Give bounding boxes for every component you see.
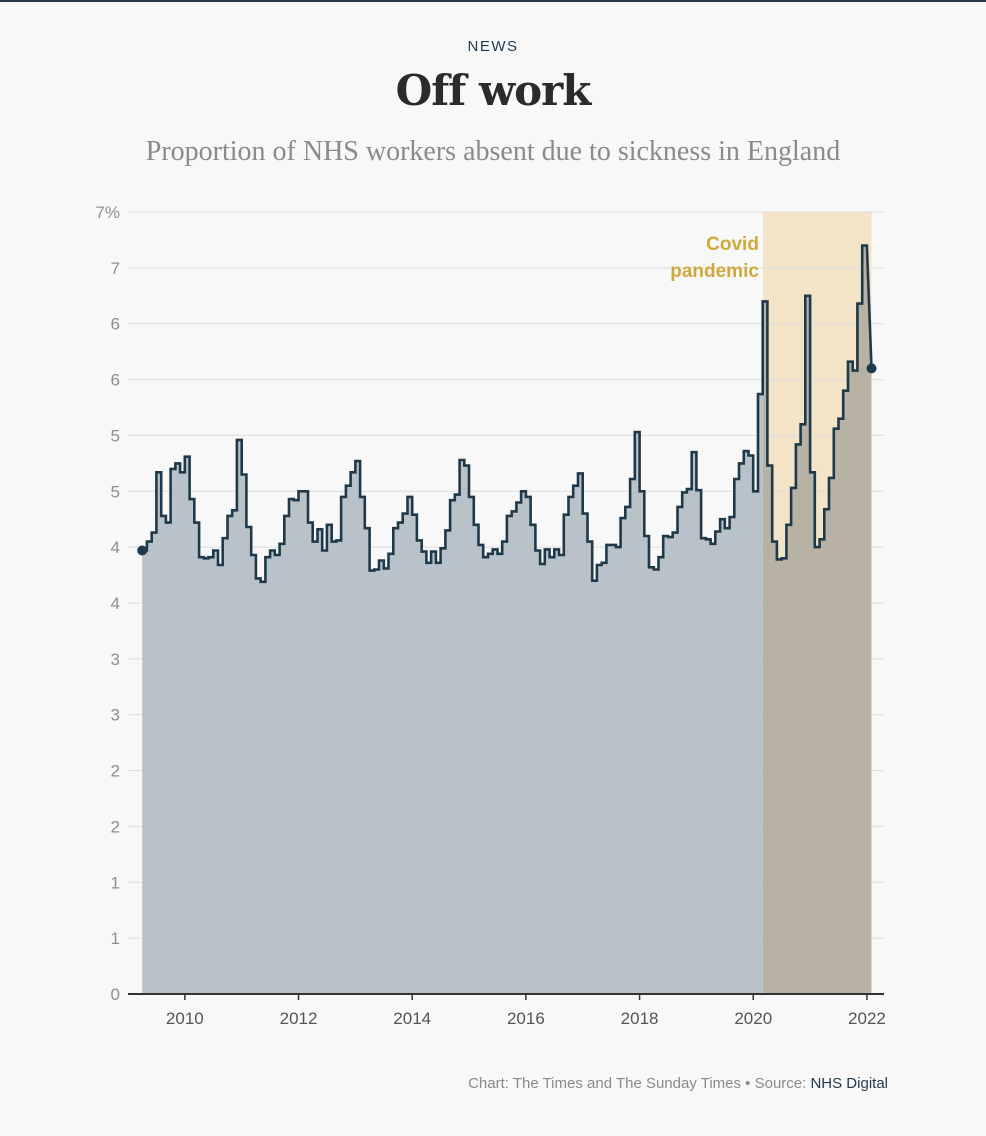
y-tick-label: 0 bbox=[111, 985, 120, 1004]
footer-credit: Chart: The Times and The Sunday Times • … bbox=[468, 1075, 811, 1092]
covid-annotation-label: pandemic bbox=[670, 261, 759, 282]
labels: 0 1 1 2 2 3 3 4 4 5 5 6 6 7 7% 2010 2012 2014 2016 2018 2020… bbox=[95, 203, 885, 1028]
x-tick-label: 2014 bbox=[393, 1009, 431, 1028]
area-layer bbox=[137, 244, 877, 994]
x-tick-label: 2020 bbox=[734, 1009, 772, 1028]
y-tick-label: 2 bbox=[111, 762, 120, 781]
x-tick-label: 2022 bbox=[848, 1009, 886, 1028]
x-tick-label: 2018 bbox=[621, 1009, 659, 1028]
footer-source-link[interactable]: NHS Digital bbox=[810, 1075, 888, 1092]
y-tick-label: 5 bbox=[111, 482, 120, 501]
end-point bbox=[137, 545, 148, 556]
y-tick-label: 1 bbox=[111, 873, 120, 892]
y-tick-label: 6 bbox=[111, 371, 120, 390]
y-tick-label: 2 bbox=[111, 817, 120, 836]
area-fill bbox=[142, 301, 763, 994]
end-point bbox=[866, 363, 877, 374]
chart-title: Off work bbox=[395, 66, 592, 115]
y-tick-label: 7% bbox=[95, 203, 120, 222]
x-tick-label: 2012 bbox=[280, 1009, 318, 1028]
covid-annotation-label: Covid bbox=[706, 234, 759, 255]
top-rule bbox=[0, 0, 986, 2]
chart-subtitle: Proportion of NHS workers absent due to … bbox=[145, 136, 841, 167]
y-tick-label: 4 bbox=[111, 538, 120, 557]
x-tick-label: 2010 bbox=[166, 1009, 204, 1028]
y-tick-label: 5 bbox=[111, 426, 120, 445]
y-tick-label: 3 bbox=[111, 650, 120, 669]
chart-footer: Chart: The Times and The Sunday Times • … bbox=[468, 1075, 888, 1092]
y-tick-label: 1 bbox=[111, 929, 120, 948]
section-kicker: NEWS bbox=[467, 38, 519, 55]
series-line bbox=[142, 244, 873, 584]
area-fill-covid bbox=[762, 245, 872, 994]
chart: 0 1 1 2 2 3 3 4 4 5 5 6 6 7 7% 2010 2012 2014 2016 2018 2020… bbox=[95, 203, 885, 1028]
y-tick-label: 3 bbox=[111, 706, 120, 725]
y-tick-label: 6 bbox=[111, 315, 120, 334]
axes bbox=[128, 993, 884, 1000]
y-tick-label: 7 bbox=[111, 259, 120, 278]
y-tick-label: 4 bbox=[111, 594, 120, 613]
x-tick-label: 2016 bbox=[507, 1009, 545, 1028]
